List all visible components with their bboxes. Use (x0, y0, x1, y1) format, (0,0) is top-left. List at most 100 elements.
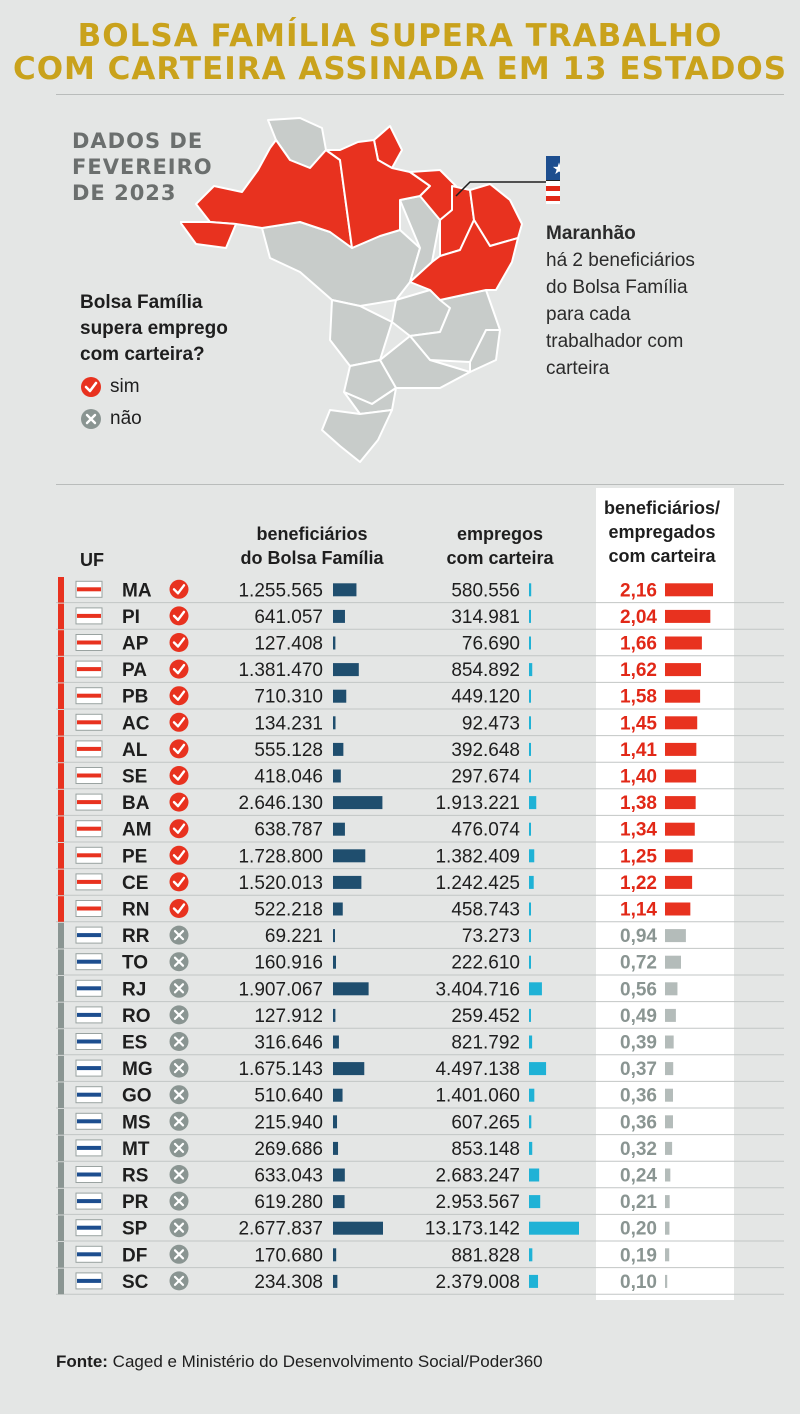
beneficiaries-value-ac: 134.231 (254, 713, 323, 734)
beneficiaries-value-ce: 1.520.013 (238, 873, 323, 894)
uf-label-go: GO (122, 1086, 152, 1107)
jobs-value-rn: 458.743 (451, 900, 520, 921)
jobs-value-ap: 76.690 (462, 634, 520, 655)
jobs-bar-al (529, 742, 531, 756)
flag-stripe-sc (77, 1278, 101, 1283)
jobs-value-ce: 1.242.425 (435, 873, 520, 894)
ratio-bar-rn (665, 902, 691, 916)
ratio-value-ce: 1,22 (620, 873, 657, 894)
ratio-bar-es (665, 1035, 674, 1049)
uf-label-pb: PB (122, 687, 148, 708)
beneficiaries-value-ba: 2.646.130 (238, 793, 323, 814)
beneficiaries-value-sc: 234.308 (254, 1272, 323, 1293)
data-date-line-2: FEVEREIRO (72, 155, 213, 179)
check-icon-pa (169, 659, 189, 679)
ratio-bar-rj (665, 982, 678, 996)
beneficiaries-bar-ba (333, 796, 383, 810)
jobs-value-pr: 2.953.567 (435, 1192, 520, 1213)
beneficiaries-value-pb: 710.310 (254, 687, 323, 708)
maranhao-note-line-1: há 2 beneficiários (546, 250, 695, 271)
check-mark-pb (172, 690, 186, 701)
row-stripe-ma (58, 577, 64, 603)
header-ratio-2: empregados (608, 522, 715, 542)
jobs-bar-to (529, 955, 531, 969)
ratio-bar-df (665, 1248, 670, 1262)
maranhao-note-line-2: do Bolsa Família (546, 277, 688, 298)
beneficiaries-bar-pb (333, 689, 347, 703)
uf-label-ms: MS (122, 1112, 151, 1133)
check-mark-ac (172, 717, 186, 728)
x-mark-mt (173, 1142, 185, 1153)
maranhao-note-line-3: para cada (546, 304, 631, 325)
jobs-value-df: 881.828 (451, 1245, 520, 1266)
row-stripe-rs (58, 1162, 64, 1188)
uf-label-se: SE (122, 767, 147, 788)
maranhao-pointer (455, 181, 546, 197)
jobs-value-es: 821.792 (451, 1033, 520, 1054)
uf-label-to: TO (122, 953, 148, 974)
beneficiaries-bar-es (333, 1035, 339, 1049)
data-date-line-3: DE 2023 (72, 181, 177, 205)
jobs-bar-se (529, 769, 531, 783)
ratio-bar-sc (665, 1274, 668, 1288)
jobs-bar-mt (529, 1141, 533, 1155)
row-stripe-sp (58, 1215, 64, 1241)
flag-stripe-mt (77, 1145, 101, 1150)
flag-stripe-ce (77, 879, 101, 884)
jobs-value-rs: 2.683.247 (435, 1166, 520, 1187)
x-mark-es (173, 1036, 185, 1047)
header-jobs-2: com carteira (446, 548, 554, 568)
ratio-value-df: 0,19 (620, 1245, 657, 1266)
maranhao-note-line-4: trabalhador com (546, 331, 684, 352)
check-mark-ap (172, 637, 186, 648)
beneficiaries-bar-ms (333, 1115, 338, 1129)
jobs-bar-pr (529, 1195, 541, 1209)
jobs-value-am: 476.074 (451, 820, 520, 841)
row-stripe-pe (58, 843, 64, 869)
map-state-sc (343, 387, 397, 415)
jobs-bar-sc (529, 1274, 539, 1288)
x-mark-sp (173, 1222, 185, 1233)
check-icon-ma (169, 579, 189, 599)
ratio-bar-go (665, 1088, 673, 1102)
check-mark-am (172, 823, 186, 834)
ratio-value-al: 1,41 (620, 740, 657, 761)
flag-stripe-ro (77, 1012, 101, 1017)
source-note: Fonte: Caged e Ministério do Desenvolvim… (56, 1352, 543, 1372)
x-mark-sc (173, 1275, 185, 1286)
ratio-value-se: 1,40 (620, 767, 657, 788)
ratio-value-rj: 0,56 (620, 979, 657, 1000)
row-stripe-pr (58, 1188, 64, 1215)
ratio-value-pa: 1,62 (620, 660, 657, 681)
legend-yes: sim (80, 376, 140, 398)
ratio-value-ms: 0,36 (620, 1112, 657, 1133)
jobs-value-pb: 449.120 (451, 687, 520, 708)
ratio-value-ac: 1,45 (620, 713, 657, 734)
title-line-2: COM CARTEIRA ASSINADA EM 13 ESTADOS (12, 51, 788, 87)
uf-label-al: AL (122, 740, 148, 761)
row-stripe-rn (58, 896, 64, 922)
title-line-1: BOLSA FAMÍLIA SUPERA TRABALHO (77, 18, 723, 54)
jobs-bar-df (529, 1248, 533, 1262)
row-stripe-ro (58, 1002, 64, 1029)
uf-label-pe: PE (122, 846, 147, 867)
ratio-value-mg: 0,37 (620, 1059, 657, 1080)
jobs-bar-rn (529, 902, 531, 916)
uf-label-rs: RS (122, 1166, 148, 1187)
data-date: DADOS DE FEVEREIRO DE 2023 (72, 128, 232, 206)
legend-question: Bolsa Família supera emprego com carteir… (80, 290, 280, 368)
check-icon-ac (169, 712, 189, 732)
check-icon-al (169, 739, 189, 759)
header-ratio-1: beneficiários/ (604, 498, 720, 518)
beneficiaries-bar-pe (333, 849, 366, 863)
beneficiaries-bar-mg (333, 1062, 365, 1076)
flag-stripe-rj (77, 986, 101, 991)
beneficiaries-value-ap: 127.408 (254, 634, 323, 655)
beneficiaries-value-pe: 1.728.800 (238, 846, 323, 867)
jobs-bar-am (529, 822, 531, 836)
beneficiaries-bar-al (333, 742, 344, 756)
flag-stripe-es (77, 1039, 101, 1044)
ratio-value-sc: 0,10 (620, 1272, 657, 1293)
header-beneficiaries-2: do Bolsa Família (240, 548, 384, 568)
ratio-bar-ms (665, 1115, 673, 1129)
